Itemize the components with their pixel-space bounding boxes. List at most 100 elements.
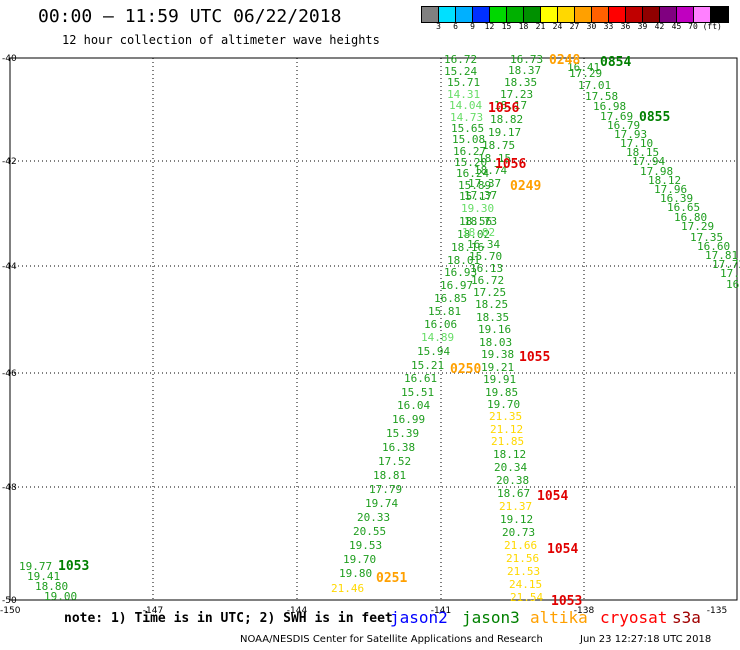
- wave-height-value: 19.16: [478, 323, 511, 336]
- x-tick-label: -150: [0, 606, 21, 616]
- wave-height-value: 21.85: [491, 435, 524, 448]
- wave-height-value: 18.35: [504, 76, 537, 89]
- wave-height-value: 18.74: [474, 164, 507, 177]
- wave-height-value: 19.91: [483, 373, 516, 386]
- wave-height-value: 18.15: [626, 146, 659, 159]
- wave-height-value: 16.38: [382, 441, 415, 454]
- wave-height-value: 15.51: [401, 386, 434, 399]
- wave-height-value: 17.29: [681, 220, 714, 233]
- footer-credit: NOAA/NESDIS Center for Satellite Applica…: [240, 634, 543, 645]
- legend-swatch: [694, 7, 711, 22]
- wave-height-value: 16.: [726, 278, 740, 291]
- pass-time-label: 0251: [376, 571, 407, 586]
- satellite-jason2: jason2: [390, 608, 448, 627]
- wave-height-value: 16.06: [424, 318, 457, 331]
- note-text: note: 1) Time is in UTC; 2) SWH is in fe…: [64, 611, 393, 626]
- legend-swatch: [524, 7, 541, 22]
- wave-height-value: 18.56: [459, 215, 492, 228]
- legend-swatch: [558, 7, 575, 22]
- wave-height-value: 20.55: [353, 525, 386, 538]
- legend-swatch: [711, 7, 728, 22]
- legend-label: 6: [453, 22, 458, 31]
- wave-height-value: 18.12: [648, 174, 681, 187]
- wave-height-value: 19.00: [44, 590, 77, 603]
- wave-height-value: 14.89: [421, 331, 454, 344]
- wave-height-value: 18.82: [462, 226, 495, 239]
- wave-height-value: 15.81: [428, 305, 461, 318]
- legend-swatch: [609, 7, 626, 22]
- wave-height-value: 19.17: [488, 126, 521, 139]
- wave-height-value: 17.98: [640, 165, 673, 178]
- wave-height-value: 16.34: [467, 238, 500, 251]
- wave-height-value: 18.81: [373, 469, 406, 482]
- wave-height-value: 17.37: [468, 177, 501, 190]
- satellite-altika: altika: [530, 608, 588, 627]
- wave-height-value: 18.03: [479, 336, 512, 349]
- y-tick-label: -48: [2, 483, 17, 493]
- wave-height-value: 19.12: [500, 513, 533, 526]
- pass-time-label: 0249: [510, 179, 541, 194]
- pass-time-label: 1053: [58, 559, 89, 574]
- pass-time-label: 0854: [600, 55, 631, 70]
- legend-swatch: [473, 7, 490, 22]
- wave-height-value: 15.94: [417, 345, 450, 358]
- legend-label: 18: [518, 22, 529, 31]
- pass-time-labels: 0248 0854 1056 0855 1056 0249 1055 0250 1054 1054…: [58, 53, 670, 609]
- wave-height-value: 15.24: [444, 65, 477, 78]
- wave-height-value: 17.79: [369, 483, 402, 496]
- legend-swatch: [677, 7, 694, 22]
- y-tick-label: -42: [2, 157, 17, 167]
- wave-height-value: 15.65: [451, 122, 484, 135]
- y-tick-label: -44: [2, 262, 17, 272]
- wave-height-value: 15.17: [459, 190, 492, 203]
- wave-height-value: 20.38: [496, 474, 529, 487]
- wave-height-value: 14.31: [447, 88, 480, 101]
- wave-height-value: 19.70: [487, 398, 520, 411]
- wave-height-value: 14.04: [449, 99, 482, 112]
- pass-time-label: 1053: [551, 594, 582, 609]
- wave-height-value: 17.94: [632, 155, 665, 168]
- y-tick-label: -46: [2, 369, 17, 379]
- pass-time-label: 1055: [519, 350, 550, 365]
- wave-height-value: 21.35: [489, 410, 522, 423]
- wave-height-value: 19.70: [343, 553, 376, 566]
- wave-height-value: 17.72: [712, 258, 740, 271]
- wave-height-value: 19.38: [481, 348, 514, 361]
- legend-label: 30: [586, 22, 597, 31]
- legend-swatch: [422, 7, 439, 22]
- wave-height-value: 20.33: [357, 511, 390, 524]
- legend-swatch: [456, 7, 473, 22]
- wave-height-value: 24.15: [509, 578, 542, 591]
- legend-label: 36: [620, 22, 631, 31]
- wave-height-value: 17.96: [654, 183, 687, 196]
- wave-height-value: 18.80: [35, 580, 68, 593]
- wave-height-value: 19.77: [19, 560, 52, 573]
- pass-time-label: 0248: [549, 53, 580, 68]
- legend-label: 12: [484, 22, 495, 31]
- legend-label: 27: [569, 22, 580, 31]
- wave-height-value: 17.35: [690, 231, 723, 244]
- wave-height-value: 16.65: [667, 201, 700, 214]
- x-tick-label: -144: [287, 606, 308, 616]
- wave-height-value: 17.69: [600, 110, 633, 123]
- legend-label: 45: [671, 22, 682, 31]
- wave-height-value: 21.53: [507, 565, 540, 578]
- wave-height-value: 21.56: [506, 552, 539, 565]
- wave-height-value: 20.73: [502, 526, 535, 539]
- map-subtitle: 12 hour collection of altimeter wave hei…: [62, 33, 380, 47]
- wave-height-value: 18.25: [475, 298, 508, 311]
- wave-height-value: 17.58: [585, 90, 618, 103]
- wave-height-value: 18.15: [478, 152, 511, 165]
- wave-height-value: 17.29: [569, 67, 602, 80]
- pass-time-label: 1056: [488, 101, 519, 116]
- legend-label: 39: [637, 22, 648, 31]
- wave-height-value: 16.73: [510, 53, 543, 66]
- wave-height-value: 18.12: [493, 448, 526, 461]
- wave-height-value: 15.89: [458, 179, 491, 192]
- satellite-jason3: jason3: [462, 608, 520, 627]
- wave-height-value: 18.17: [494, 99, 527, 112]
- wave-height-value: 15.39: [386, 427, 419, 440]
- map-frame: [9, 57, 738, 601]
- wave-height-value: 15.70: [469, 250, 502, 263]
- wave-height-value: 15.08: [452, 133, 485, 146]
